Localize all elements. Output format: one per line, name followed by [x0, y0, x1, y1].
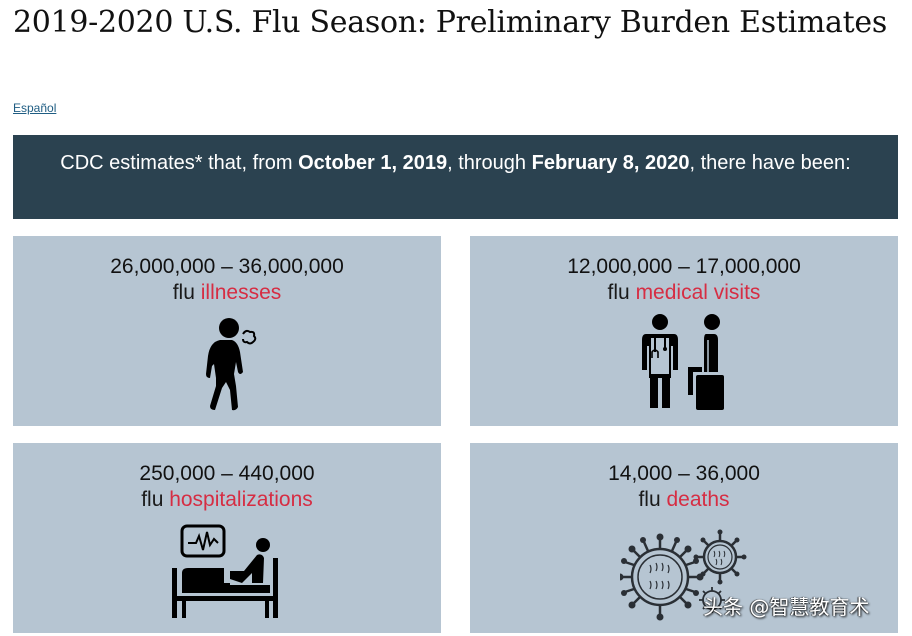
card-hospitalizations: 250,000 – 440,000 flu hospitalizations — [13, 443, 441, 633]
virus-icon — [620, 527, 750, 627]
watermark: 头条 @智慧教育术 — [703, 595, 870, 619]
card-illnesses: 26,000,000 – 36,000,000 flu illnesses — [13, 236, 441, 426]
sick-person-coughing-icon — [200, 316, 260, 412]
illnesses-range: 26,000,000 – 36,000,000 — [110, 255, 344, 278]
deaths-metric: deaths — [666, 488, 730, 511]
hospital-bed-patient-icon — [170, 523, 285, 619]
medical-visits-range: 12,000,000 – 17,000,000 — [567, 255, 801, 278]
hospitalizations-range: 250,000 – 440,000 — [139, 462, 315, 485]
deaths-range: 14,000 – 36,000 — [608, 462, 760, 485]
deaths-label: flu deaths — [638, 488, 730, 511]
hospitalizations-metric: hospitalizations — [169, 488, 313, 511]
banner-prefix: CDC estimates* that, from — [60, 152, 299, 174]
banner-suffix: , there have been: — [689, 152, 851, 174]
medical-visits-metric: medical visits — [635, 281, 761, 304]
banner-end-date: February 8, 2020 — [531, 152, 690, 174]
banner-middle: , through — [447, 152, 532, 174]
doctor-and-patient-icon — [638, 312, 728, 412]
card-medical-visits: 12,000,000 – 17,000,000 flu medical visi… — [470, 236, 898, 426]
espanol-link[interactable]: Español — [13, 101, 57, 115]
hospitalizations-label: flu hospitalizations — [141, 488, 313, 511]
page-title: 2019-2020 U.S. Flu Season: Preliminary B… — [13, 5, 887, 40]
banner-start-date: October 1, 2019 — [298, 152, 448, 174]
card-deaths: 14,000 – 36,000 flu deaths — [470, 443, 898, 633]
illnesses-metric: illnesses — [200, 281, 282, 304]
estimate-banner: CDC estimates* that, from October 1, 201… — [13, 135, 898, 219]
medical-visits-label: flu medical visits — [607, 281, 761, 304]
illnesses-label: flu illnesses — [172, 281, 282, 304]
